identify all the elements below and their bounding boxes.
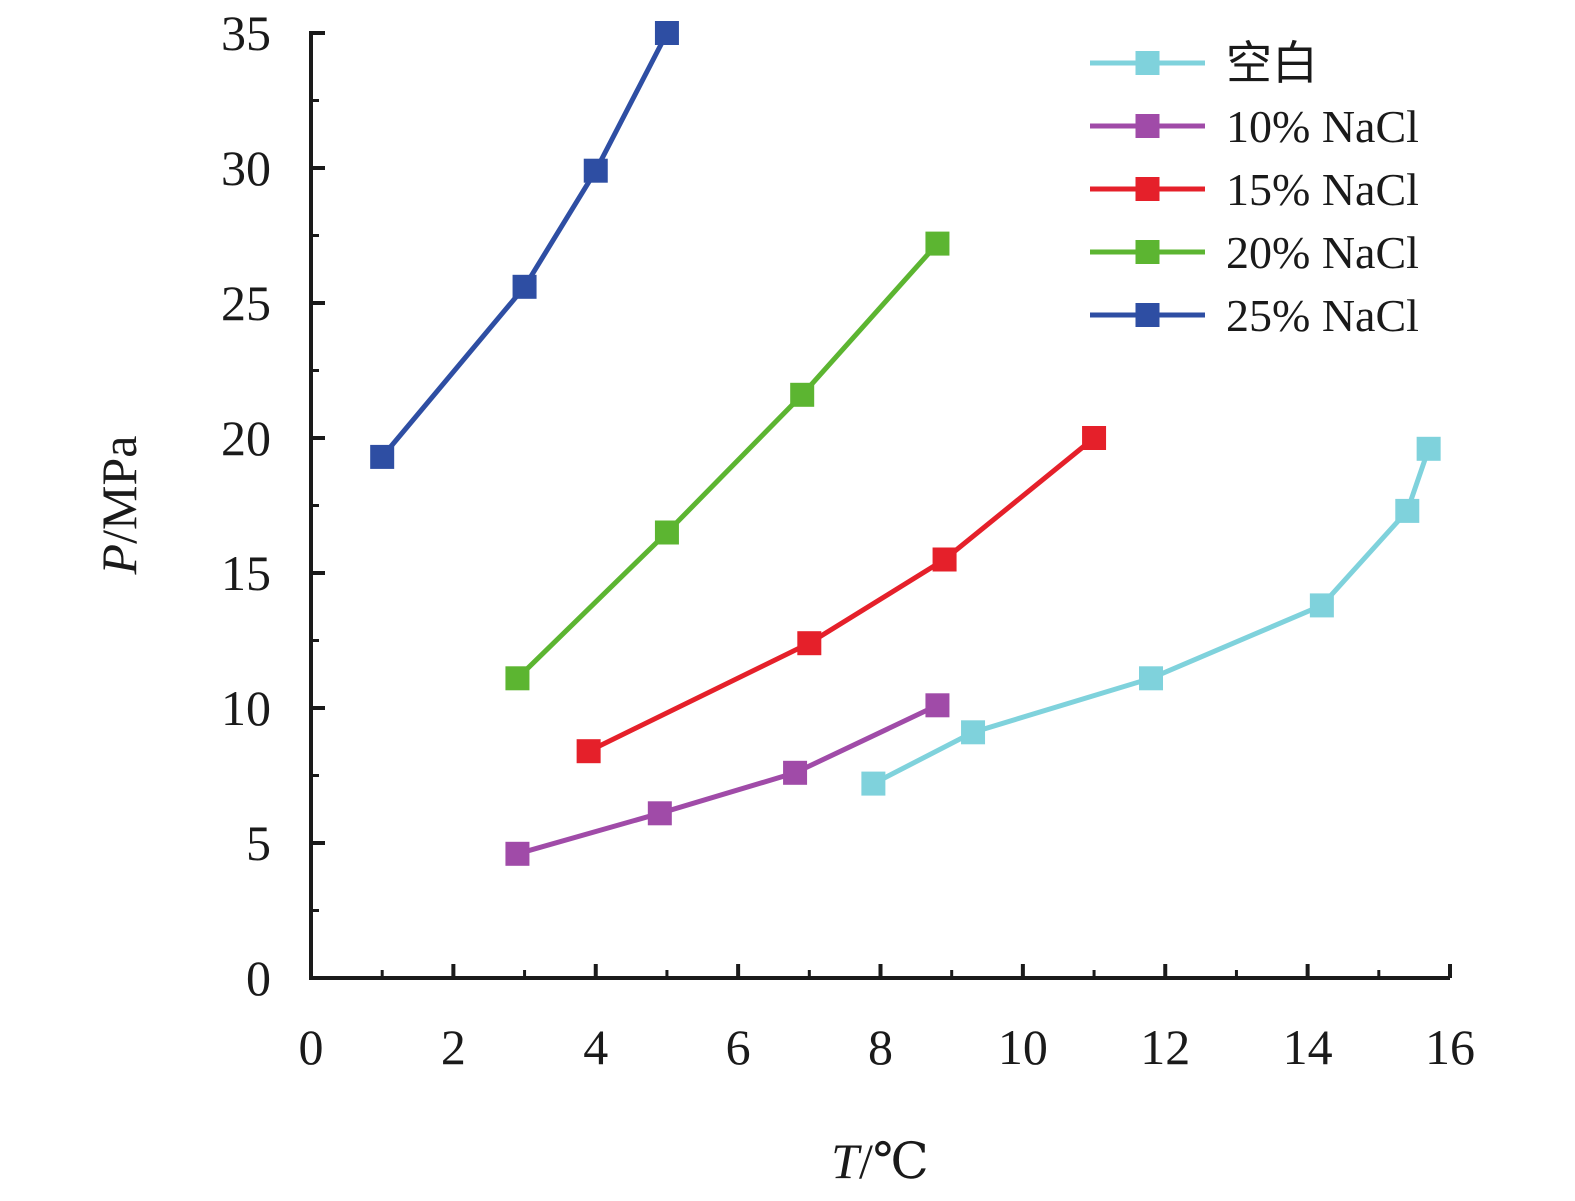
y-tick-label: 0 <box>246 950 271 1006</box>
x-tick-label: 0 <box>299 1019 324 1075</box>
x-tick-label: 14 <box>1283 1019 1333 1075</box>
data-point <box>925 231 950 256</box>
legend-label: 25% NaCl <box>1226 290 1419 341</box>
legend-label: 20% NaCl <box>1226 227 1419 278</box>
data-point <box>797 631 822 656</box>
series-layer <box>370 21 1441 866</box>
data-point <box>654 21 679 45</box>
data-point <box>1395 498 1420 523</box>
y-tick-label: 5 <box>246 815 271 871</box>
x-axis-var: T <box>831 1133 862 1189</box>
data-point <box>961 720 986 745</box>
data-point <box>505 841 530 866</box>
x-tick-label: 12 <box>1140 1019 1190 1075</box>
series-line <box>872 447 1432 786</box>
series-line <box>380 31 670 459</box>
y-tick-label: 25 <box>221 275 271 331</box>
y-tick-label: 15 <box>221 545 271 601</box>
data-point <box>861 771 886 796</box>
series-line <box>515 241 940 681</box>
data-point <box>512 274 537 299</box>
data-point <box>576 739 601 764</box>
data-point <box>932 547 957 572</box>
x-axis-title: T/℃ <box>831 1133 929 1189</box>
data-point <box>647 801 672 826</box>
legend-swatch-marker <box>1135 303 1160 327</box>
axes: 0 5 10 15 20 25 30 35 0 2 4 6 8 10 12 14 16 <box>221 5 1475 1075</box>
x-tick-label: 6 <box>726 1019 751 1075</box>
data-point <box>925 693 950 718</box>
series-line <box>516 703 939 857</box>
data-point <box>505 666 530 691</box>
series-line <box>587 436 1096 754</box>
x-tick-label: 16 <box>1425 1019 1475 1075</box>
legend-swatch-marker <box>1135 177 1160 201</box>
legend: 空白 10% NaCl 15% NaCl 20% NaCl 25% NaCl <box>1090 38 1419 341</box>
legend-swatch-marker <box>1135 240 1160 264</box>
data-point <box>1082 426 1107 450</box>
x-tick-label: 10 <box>998 1019 1048 1075</box>
data-point <box>654 520 679 545</box>
y-tick-label: 20 <box>221 410 271 466</box>
x-tick-label: 2 <box>441 1019 466 1075</box>
x-axis-unit: /℃ <box>859 1133 929 1189</box>
legend-swatch-marker <box>1135 51 1160 75</box>
y-axis-unit: /MPa <box>91 436 147 544</box>
legend-label: 空白 <box>1226 38 1318 89</box>
data-point <box>1309 593 1334 618</box>
data-point <box>1139 666 1164 691</box>
data-point <box>583 158 608 183</box>
y-tick-label: 30 <box>221 140 271 196</box>
data-point <box>1416 436 1441 461</box>
data-point <box>783 760 808 785</box>
legend-swatch-marker <box>1135 114 1160 138</box>
y-axis-title: P/MPa <box>91 436 147 576</box>
x-tick-label: 8 <box>868 1019 893 1075</box>
legend-label: 15% NaCl <box>1226 164 1419 215</box>
x-tick-label: 4 <box>583 1019 608 1075</box>
data-point <box>790 382 815 407</box>
legend-label: 10% NaCl <box>1226 101 1419 152</box>
y-axis-var: P <box>91 544 147 576</box>
y-tick-label: 10 <box>221 680 271 736</box>
data-point <box>370 444 395 469</box>
y-tick-label: 35 <box>221 5 271 61</box>
